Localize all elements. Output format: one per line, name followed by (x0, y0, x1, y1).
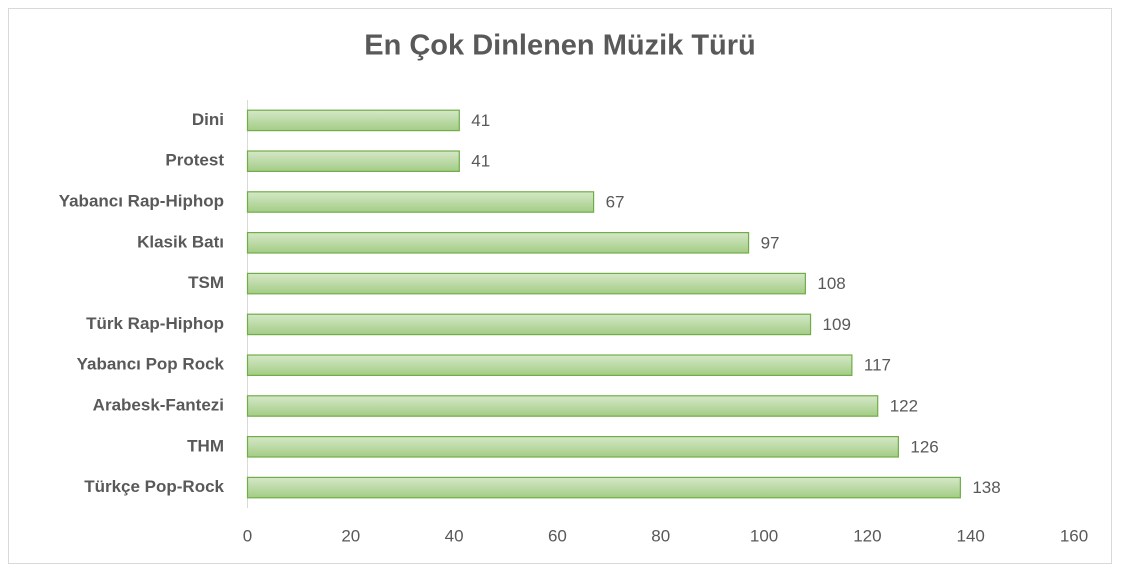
y-tick-label: Türk Rap-Hiphop (86, 314, 224, 333)
bar (246, 109, 460, 132)
x-tick-label: 20 (341, 526, 360, 545)
value-label: 97 (761, 233, 780, 252)
bar (246, 272, 806, 295)
value-label: 108 (817, 274, 845, 293)
y-tick-label: Yabancı Pop Rock (77, 355, 225, 374)
bar (246, 232, 750, 254)
x-tick-label: 100 (750, 526, 778, 545)
x-tick-label: 60 (548, 526, 567, 545)
value-label: 138 (972, 478, 1000, 497)
y-tick-label: Arabesk-Fantezi (93, 395, 224, 414)
y-tick-label: Dini (192, 110, 224, 129)
x-tick-label: 40 (445, 526, 464, 545)
x-tick-label: 140 (957, 526, 985, 545)
y-tick-label: TSM (188, 273, 224, 292)
y-tick-label: THM (187, 436, 224, 455)
y-tick-label: Yabancı Rap-Hiphop (59, 191, 224, 210)
value-label: 126 (910, 437, 938, 456)
bar (246, 150, 460, 172)
x-tick-label: 80 (651, 526, 670, 545)
y-tick-label: Protest (165, 151, 224, 170)
bar (246, 436, 899, 458)
chart-title: En Çok Dinlenen Müzik Türü (364, 30, 756, 62)
bar (246, 395, 879, 417)
x-tick-label: 120 (853, 526, 881, 545)
value-label: 109 (823, 315, 851, 334)
value-label: 67 (606, 192, 625, 211)
value-label: 41 (471, 111, 490, 130)
y-tick-label: Klasik Batı (137, 232, 224, 251)
bar (246, 313, 812, 336)
bar (246, 354, 853, 376)
value-label: 117 (864, 356, 891, 375)
bar (246, 191, 595, 213)
bar (246, 476, 961, 499)
x-tick-label: 160 (1060, 526, 1088, 545)
x-tick-label: 0 (243, 526, 252, 545)
value-label: 122 (890, 396, 918, 415)
y-tick-label: Türkçe Pop-Rock (84, 477, 224, 496)
value-label: 41 (471, 152, 490, 171)
